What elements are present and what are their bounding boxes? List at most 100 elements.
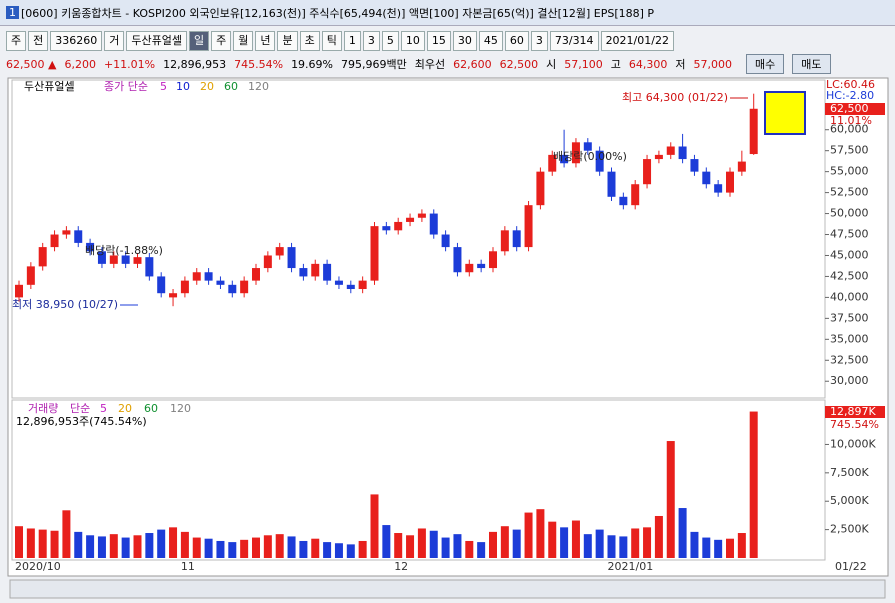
y-tick-label: 42,500 — [830, 269, 869, 282]
legend-period: 120 — [248, 80, 269, 93]
toolbar-button[interactable]: 5 — [381, 31, 399, 51]
lc-label: LC:60.46 — [826, 78, 875, 91]
candle-body — [74, 230, 83, 243]
quote-item: 62,600 — [453, 57, 492, 71]
toolbar-button[interactable]: 틱 — [321, 31, 342, 51]
volume-bar — [287, 536, 296, 558]
quote-item: 57,000 — [693, 57, 733, 71]
volume-bar — [346, 544, 355, 558]
toolbar-button[interactable]: 두산퓨얼셀 — [126, 31, 187, 51]
volume-bar — [417, 528, 426, 558]
candle-body — [26, 266, 35, 285]
candle-body — [714, 184, 723, 193]
toolbar-button[interactable]: 년 — [255, 31, 276, 51]
legend-period: 10 — [176, 80, 190, 93]
toolbar-button[interactable]: 초 — [299, 31, 320, 51]
volume-bar — [406, 535, 415, 558]
candle-body — [311, 263, 320, 277]
candle-body — [548, 154, 557, 172]
toolbar-button[interactable]: 주 — [211, 31, 232, 51]
volume-legend-period: 5 — [100, 402, 107, 415]
volume-bar — [38, 529, 47, 558]
y-tick-label: 30,000 — [830, 374, 869, 387]
volume-bar — [595, 529, 604, 558]
x-tick-label: 2020/10 — [15, 560, 61, 573]
quote-item: 12,896,953 — [163, 57, 227, 71]
hc-label: HC:-2.80 — [826, 89, 874, 102]
toolbar-button[interactable]: 주 — [6, 31, 27, 51]
quote-item: 745.54% — [234, 57, 284, 71]
candle-body — [252, 268, 260, 281]
toolbar-button[interactable]: 336260 — [50, 31, 103, 51]
candle-body — [643, 159, 652, 185]
candle-body — [560, 154, 569, 164]
toolbar-button[interactable]: 일 — [188, 31, 210, 51]
volume-bar — [97, 536, 106, 558]
toolbar-button[interactable]: 30 — [452, 31, 477, 51]
price-panel — [11, 79, 826, 399]
candle-body — [263, 255, 272, 269]
quote-item: 19.69% — [291, 57, 334, 71]
quote-item: 고 — [610, 58, 621, 71]
y-tick-label: 40,000 — [830, 290, 869, 303]
toolbar-button[interactable]: 전 — [28, 31, 49, 51]
volume-legend-period: 20 — [118, 402, 132, 415]
highlight-box — [764, 91, 806, 135]
toolbar-button[interactable]: 60 — [504, 31, 529, 51]
cursor-date: 01/22 — [835, 560, 867, 573]
candle-body — [109, 255, 118, 264]
candle-body — [619, 196, 628, 206]
toolbar-button[interactable]: 73/314 — [549, 31, 599, 51]
candle-body — [441, 234, 450, 248]
volume-bar — [157, 529, 166, 558]
candle-body — [240, 280, 249, 294]
volume-bar — [121, 537, 130, 558]
price-box — [825, 103, 885, 115]
annotation-high: 최고 64,300 (01/22) — [622, 91, 728, 104]
volume-box — [825, 406, 885, 418]
volume-bar — [524, 512, 533, 558]
toolbar-button[interactable]: 45 — [478, 31, 503, 51]
candle-body — [145, 257, 154, 277]
scroll-bar[interactable] — [9, 579, 886, 599]
toolbar-button[interactable]: 분 — [277, 31, 298, 51]
candle-body — [180, 280, 189, 294]
toolbar-button[interactable]: 월 — [233, 31, 254, 51]
volume-bar — [631, 528, 640, 558]
quote-item: +11.01% — [103, 57, 156, 71]
toolbar-button[interactable]: 1 — [343, 31, 361, 51]
order-button[interactable]: 매수 — [746, 54, 785, 74]
toolbar-button[interactable]: 10 — [400, 31, 425, 51]
candle-body — [299, 268, 308, 277]
volume-bar — [548, 521, 557, 558]
candle-body — [62, 230, 71, 235]
volume-bar — [216, 540, 225, 558]
volume-bar — [441, 537, 450, 558]
toolbar-button[interactable]: 15 — [426, 31, 451, 51]
toolbar-button[interactable]: 3 — [530, 31, 548, 51]
volume-bar — [583, 534, 592, 558]
volume-bar — [358, 540, 367, 558]
candle-body — [571, 142, 580, 164]
y-tick-label: 60,000 — [830, 123, 869, 136]
candle-body — [323, 263, 332, 281]
volume-bar — [749, 411, 758, 558]
legend-period: 5 — [160, 80, 167, 93]
quote-item: 저 — [675, 58, 686, 71]
legend-name: 두산퓨얼셀 — [24, 79, 75, 93]
toolbar-button[interactable]: 3 — [362, 31, 380, 51]
toolbar-button[interactable]: 2021/01/22 — [600, 31, 674, 51]
toolbar-button[interactable]: 거 — [104, 31, 125, 51]
window-icon: 1 — [6, 6, 19, 19]
volume-ratio-label: 745.54% — [830, 418, 879, 431]
candle-body — [228, 284, 237, 294]
y-tick-label: 50,000 — [830, 207, 869, 220]
candle-body — [690, 159, 699, 172]
title-bar: 1 [0600] 키움종합차트 - KOSPI200 외국인보유[12,163(… — [0, 0, 895, 26]
volume-tick-label: 10,000K — [830, 437, 876, 450]
candle-body — [749, 108, 758, 155]
change-label: 11.01% — [830, 114, 872, 127]
candle-body — [607, 171, 616, 197]
candle-body — [204, 272, 213, 281]
order-button[interactable]: 매도 — [792, 54, 831, 74]
